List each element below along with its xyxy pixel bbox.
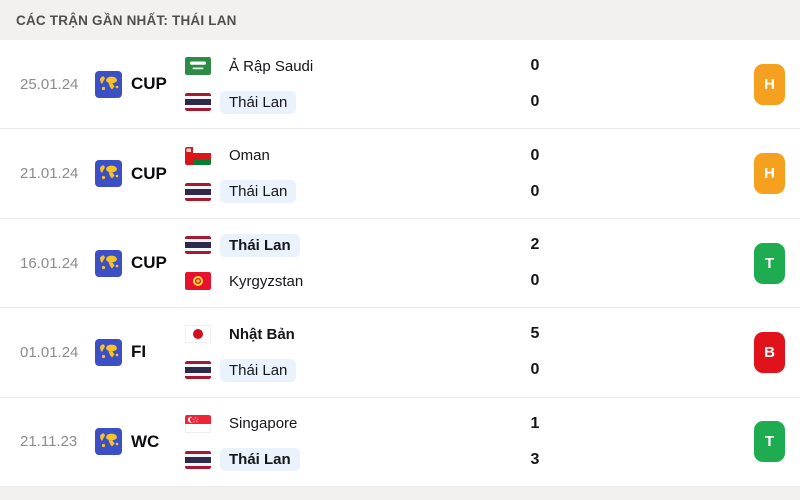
thailand-flag-icon — [185, 450, 211, 469]
away-team-name: Kyrgyzstan — [229, 272, 304, 290]
match-row[interactable]: 25.01.24 CUP Ả Rập Saudi 0 Thái Lan 0 — [0, 40, 800, 130]
match-date: 16.01.24 — [20, 254, 79, 272]
away-score: 3 — [530, 450, 540, 468]
section-header: CÁC TRẬN GẦN NHẤT: THÁI LAN — [0, 0, 800, 40]
matchup: Singapore 1 Thái Lan 3 — [185, 412, 677, 472]
result-badge: T — [754, 242, 785, 284]
home-team-line: Oman 0 — [185, 144, 677, 167]
away-team-line: Thái Lan 0 — [185, 358, 677, 382]
thailand-flag-icon — [185, 236, 211, 255]
kyrgyzstan-flag-icon — [185, 272, 211, 291]
japan-flag-icon — [185, 325, 211, 344]
competition-cell: WC — [95, 428, 185, 456]
away-team-name: Thái Lan — [220, 180, 297, 204]
away-score: 0 — [530, 361, 540, 379]
result-badge: H — [754, 153, 785, 195]
result-cell: H — [677, 63, 800, 105]
away-team-name: Thái Lan — [220, 358, 297, 382]
competition-cell: CUP — [95, 160, 185, 188]
match-row[interactable]: 21.01.24 CUP Oman 0 Thái Lan 0 H — [0, 129, 800, 219]
away-team-name: Thái Lan — [220, 448, 300, 472]
home-score: 2 — [530, 236, 540, 254]
oman-flag-icon — [185, 146, 211, 165]
home-team-line: Ả Rập Saudi 0 — [185, 55, 677, 78]
result-cell: T — [677, 242, 800, 284]
match-row[interactable]: 21.11.23 WC Singapore 1 Thái Lan 3 — [0, 397, 800, 488]
result-badge: H — [754, 63, 785, 105]
singapore-flag-icon — [185, 414, 211, 433]
home-team-name: Ả Rập Saudi — [229, 57, 314, 75]
competition-label: FI — [131, 342, 147, 362]
home-team-line: Nhật Bản 5 — [185, 323, 677, 346]
thailand-flag-icon — [185, 93, 211, 112]
home-score: 1 — [530, 414, 540, 432]
away-team-line: Thái Lan 0 — [185, 90, 677, 114]
competition-cell: FI — [95, 338, 185, 366]
away-team-line: Kyrgyzstan 0 — [185, 270, 677, 293]
result-cell: T — [677, 421, 800, 463]
competition-label: CUP — [131, 163, 167, 183]
away-score: 0 — [530, 93, 540, 111]
home-team-name: Oman — [229, 147, 270, 165]
match-date: 01.01.24 — [20, 343, 79, 361]
home-score: 5 — [530, 325, 540, 343]
home-team-name: Nhật Bản — [229, 325, 295, 343]
result-badge: T — [754, 421, 785, 463]
match-date: 21.01.24 — [20, 165, 79, 183]
section-title: CÁC TRẬN GẦN NHẤT: THÁI LAN — [16, 12, 237, 28]
home-team-name: Singapore — [229, 415, 298, 433]
world-map-icon — [95, 70, 122, 98]
match-date: 25.01.24 — [20, 75, 79, 93]
home-team-line: Singapore 1 — [185, 412, 677, 435]
home-score: 0 — [530, 57, 540, 75]
home-score: 0 — [530, 146, 540, 164]
away-score: 0 — [530, 272, 540, 290]
match-list: 25.01.24 CUP Ả Rập Saudi 0 Thái Lan 0 — [0, 40, 800, 488]
home-team-line: Thái Lan 2 — [185, 233, 677, 257]
matchup: Nhật Bản 5 Thái Lan 0 — [185, 323, 677, 382]
competition-label: CUP — [131, 74, 167, 94]
away-team-line: Thái Lan 3 — [185, 448, 677, 472]
away-team-line: Thái Lan 0 — [185, 180, 677, 204]
result-cell: H — [677, 153, 800, 195]
competition-label: WC — [131, 431, 160, 451]
match-date: 21.11.23 — [20, 433, 78, 451]
result-badge: B — [754, 331, 785, 373]
thailand-flag-icon — [185, 361, 211, 380]
matchup: Ả Rập Saudi 0 Thái Lan 0 — [185, 55, 677, 114]
match-row[interactable]: 16.01.24 CUP Thái Lan 2 Kyrgyzstan 0 — [0, 218, 800, 309]
match-row[interactable]: 01.01.24 FI Nhật Bản 5 Thái Lan 0 — [0, 308, 800, 398]
world-map-icon — [95, 338, 122, 366]
result-cell: B — [677, 331, 800, 373]
world-map-icon — [95, 428, 122, 456]
competition-cell: CUP — [95, 249, 185, 277]
saudi-arabia-flag-icon — [185, 57, 211, 76]
matchup: Thái Lan 2 Kyrgyzstan 0 — [185, 233, 677, 293]
competition-label: CUP — [131, 253, 167, 273]
away-score: 0 — [530, 182, 540, 200]
world-map-icon — [95, 160, 122, 188]
matchup: Oman 0 Thái Lan 0 — [185, 144, 677, 204]
away-team-name: Thái Lan — [220, 90, 297, 114]
competition-cell: CUP — [95, 70, 185, 98]
world-map-icon — [95, 249, 122, 277]
next-section-strip — [0, 487, 800, 500]
home-team-name: Thái Lan — [220, 233, 300, 257]
thailand-flag-icon — [185, 182, 211, 201]
